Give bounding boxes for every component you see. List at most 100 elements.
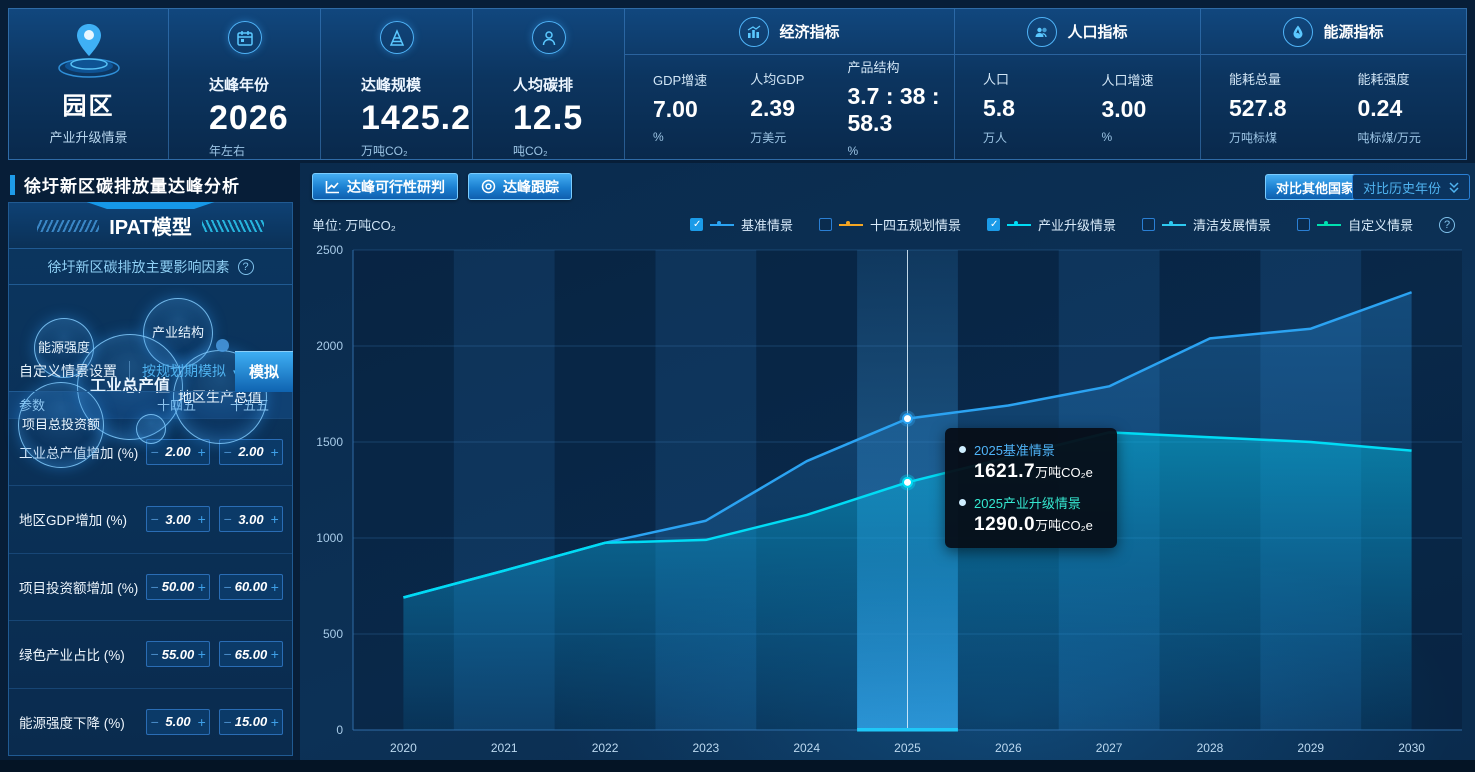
plus-button[interactable]: + xyxy=(197,578,206,595)
simulate-button[interactable]: 模拟 xyxy=(235,350,293,392)
kpi-label: 达峰年份 xyxy=(209,77,270,94)
kpi-label: 达峰规模 xyxy=(361,77,422,94)
line-symbol-icon xyxy=(710,220,734,230)
site-card: 园区 产业升级情景 xyxy=(9,9,169,159)
legend-item[interactable]: 自定义情景 xyxy=(1297,215,1413,234)
stepper-plan15[interactable]: −65.00 + xyxy=(219,641,283,668)
stepper-plan15[interactable]: −60.00 + xyxy=(219,573,283,600)
x-tick-label: 2025 xyxy=(894,741,921,755)
x-tick-label: 2022 xyxy=(592,741,619,755)
line-symbol-icon xyxy=(1007,220,1032,230)
stepper-plan15[interactable]: −2.00 + xyxy=(219,438,283,465)
line-symbol-icon xyxy=(1317,220,1342,230)
metric-label: GDP增速 xyxy=(653,73,708,88)
minus-button[interactable]: − xyxy=(223,511,232,528)
minus-button[interactable]: − xyxy=(150,578,159,595)
metric-label: 能耗总量 xyxy=(1229,71,1282,87)
metric-value: 527.8 xyxy=(1229,94,1287,121)
kpi-peak-scale: 达峰规模 1425.2 万吨CO₂ xyxy=(321,9,473,159)
kpi-unit: 万吨CO₂ xyxy=(361,144,408,158)
minus-button[interactable]: − xyxy=(150,443,159,460)
param-row: 能源强度下降 (%) −5.00 + −15.00 + xyxy=(9,687,292,756)
chart-legend: 基准情景 十四五规划情景 产业升级情景 清洁发展情景 自定义情景 ? xyxy=(690,215,1456,234)
metric-value: 3.00 xyxy=(1101,96,1147,122)
minus-button[interactable]: − xyxy=(150,646,159,663)
energy-group: 能源指标 能耗总量 527.8 万吨标煤 能耗强度 0.24 吨标煤/万元 xyxy=(1201,9,1466,159)
checkbox xyxy=(1297,218,1311,231)
location-pin-icon xyxy=(57,24,120,78)
plus-button[interactable]: + xyxy=(270,443,279,460)
plus-button[interactable]: + xyxy=(270,578,279,595)
x-tick-label: 2026 xyxy=(995,741,1022,755)
y-tick-label: 1500 xyxy=(316,435,343,449)
legend-help-icon[interactable]: ? xyxy=(1439,216,1456,233)
minus-button[interactable]: − xyxy=(223,713,232,730)
y-tick-label: 500 xyxy=(323,627,343,641)
ipat-model-header: IPAT模型 xyxy=(9,203,292,249)
title-accent-bar xyxy=(10,174,15,195)
line-symbol-icon xyxy=(839,220,864,230)
minus-button[interactable]: − xyxy=(223,578,232,595)
minus-button[interactable]: − xyxy=(223,646,232,663)
people-icon xyxy=(1027,16,1058,47)
metric-value: 3.7 : 38 : 58.3 xyxy=(847,82,940,136)
metric-label: 人口增速 xyxy=(1101,73,1154,88)
legend-item[interactable]: 产业升级情景 xyxy=(987,215,1116,234)
plus-button[interactable]: + xyxy=(197,443,206,460)
group-title: 能源指标 xyxy=(1323,24,1384,41)
emissions-line-chart[interactable]: 0 500 1000 1500 2000 2500 2020 2021 2022 2023 2024… xyxy=(300,240,1475,760)
hatch-decoration-right xyxy=(201,219,264,232)
metric-value: 0.24 xyxy=(1357,94,1403,121)
minus-button[interactable]: − xyxy=(223,443,232,460)
kpi-value: 1425.2 xyxy=(361,99,471,137)
page-title: 徐圩新区碳排放量达峰分析 xyxy=(10,172,240,197)
stepper-plan14[interactable]: −55.00 + xyxy=(146,641,210,668)
legend-item[interactable]: 清洁发展情景 xyxy=(1142,215,1271,234)
legend-item[interactable]: 十四五规划情景 xyxy=(819,215,961,234)
compare-history-button[interactable]: 对比历史年份 xyxy=(1351,174,1470,200)
simulation-mode-dropdown[interactable]: 按规划期模拟 xyxy=(129,361,239,381)
checkbox xyxy=(1142,218,1156,231)
stepper-plan14[interactable]: −3.00 + xyxy=(146,506,210,533)
plus-button[interactable]: + xyxy=(270,713,279,730)
param-row: 地区GDP增加 (%) −3.00 + −3.00 + xyxy=(9,485,292,553)
site-name: 园区 xyxy=(62,93,115,120)
ipat-model-title: IPAT模型 xyxy=(109,217,192,239)
custom-scenario-bar: 自定义情景设置 按规划期模拟 模拟 xyxy=(9,350,293,392)
legend-item[interactable]: 基准情景 xyxy=(690,215,793,234)
metric-label: 人口 xyxy=(983,71,1010,87)
factor-bubble[interactable]: 工业总产值 xyxy=(77,334,183,440)
trend-line-icon xyxy=(325,180,339,193)
stepper-plan14[interactable]: −2.00 + xyxy=(146,438,210,465)
chart-tooltip: 2025基准情景 1621.7万吨CO₂e 2025产业升级情景 1290.0万… xyxy=(945,428,1117,548)
plus-button[interactable]: + xyxy=(270,646,279,663)
stepper-plan15[interactable]: −15.00 + xyxy=(219,708,283,735)
custom-scenario-label: 自定义情景设置 xyxy=(19,363,117,379)
x-tick-label: 2029 xyxy=(1297,741,1324,755)
stepper-plan15[interactable]: −3.00 + xyxy=(219,506,283,533)
metric-unit: 吨标煤/万元 xyxy=(1357,130,1421,145)
metric-value: 5.8 xyxy=(983,94,1015,121)
peak-feasibility-button[interactable]: 达峰可行性研判 xyxy=(312,173,458,200)
x-tick-label: 2020 xyxy=(390,741,417,755)
stepper-plan14[interactable]: −5.00 + xyxy=(146,708,210,735)
checkbox xyxy=(690,218,703,231)
metric-unit: 万吨标煤 xyxy=(1229,130,1278,145)
plus-button[interactable]: + xyxy=(197,713,206,730)
plus-button[interactable]: + xyxy=(270,511,279,528)
bullet-icon xyxy=(959,446,966,453)
kpi-unit: 年左右 xyxy=(209,144,246,158)
plus-button[interactable]: + xyxy=(197,646,206,663)
minus-button[interactable]: − xyxy=(150,511,159,528)
chart-section: 达峰可行性研判 达峰跟踪 对比其他国家 对比历史年份 单位: 万吨CO₂ 基准情… xyxy=(300,163,1475,760)
stepper-plan14[interactable]: −50.00 + xyxy=(146,573,210,600)
plus-button[interactable]: + xyxy=(197,511,206,528)
factor-bubble[interactable]: 项目总投资额 xyxy=(18,382,104,468)
minus-button[interactable]: − xyxy=(150,713,159,730)
help-icon[interactable]: ? xyxy=(237,258,254,275)
target-icon xyxy=(481,179,496,194)
y-tick-label: 0 xyxy=(336,723,343,737)
peak-tracking-button[interactable]: 达峰跟踪 xyxy=(468,173,572,200)
x-tick-label: 2027 xyxy=(1096,741,1123,755)
